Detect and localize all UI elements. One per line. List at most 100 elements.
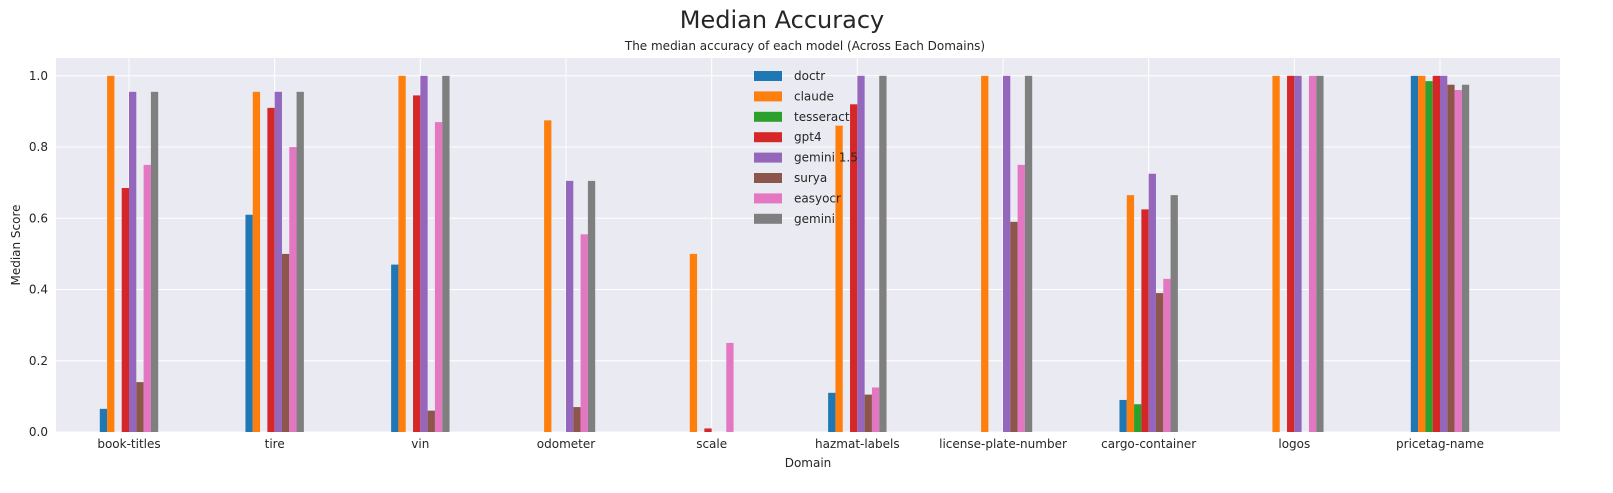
bar-gemini-hazmat-labels (879, 75, 887, 433)
bar-gemini-pricetag-name (1461, 84, 1470, 432)
bar-gemini-1.5-odometer (566, 180, 574, 432)
legend-label: claude (794, 89, 834, 103)
bar-gpt4-hazmat-labels (850, 104, 858, 433)
bar-easyocr-tire (289, 147, 297, 433)
bar-easyocr-hazmat-labels (871, 387, 880, 432)
y-tick-label: 0.4 (29, 283, 48, 297)
bar-claude-logos (1272, 75, 1280, 433)
bar-gpt4-pricetag-name (1432, 75, 1440, 433)
legend-swatch (754, 132, 782, 143)
bar-easyocr-odometer (580, 234, 588, 432)
legend-label: gemini 1.5 (794, 151, 858, 165)
bar-gemini-logos (1316, 75, 1324, 433)
legend-label: gpt4 (794, 130, 822, 144)
x-tick-label: scale (696, 437, 727, 451)
x-tick-label: license-plate-number (939, 437, 1067, 451)
x-tick-label: book-titles (97, 437, 160, 451)
bar-easyocr-scale (726, 342, 734, 432)
bar-easyocr-vin (434, 122, 443, 432)
bar-tesseract-cargo-container (1134, 404, 1142, 432)
legend-label: surya (794, 171, 827, 185)
bar-surya-cargo-container (1155, 293, 1164, 432)
bar-surya-vin (427, 410, 435, 432)
legend-swatch (754, 173, 782, 183)
bar-gemini-odometer (587, 180, 596, 432)
y-tick-label: 0.2 (29, 354, 48, 368)
x-axis-label: Domain (785, 456, 832, 470)
x-tick-label: vin (411, 437, 429, 451)
x-tick-label: hazmat-labels (815, 437, 900, 451)
bar-claude-cargo-container (1126, 195, 1135, 432)
bar-easyocr-book-titles (143, 164, 151, 432)
legend-swatch (754, 193, 782, 204)
x-tick-label: tire (265, 437, 285, 451)
y-tick-label: 0.6 (29, 211, 48, 225)
bar-claude-odometer (544, 120, 552, 432)
bar-gpt4-scale (704, 428, 712, 432)
bar-gemini-1.5-license-plate-number (1003, 75, 1011, 433)
bar-gemini-tire (296, 91, 304, 432)
bar-claude-hazmat-labels (835, 125, 843, 432)
bar-doctr-vin (391, 264, 399, 432)
bar-gpt4-logos (1287, 75, 1295, 433)
bar-easyocr-cargo-container (1163, 278, 1171, 432)
bar-gemini-license-plate-number (1024, 75, 1033, 433)
y-tick-labels: 0.0 0.2 0.4 0.6 0.8 1.0 (29, 69, 48, 439)
bar-gemini-1.5-hazmat-labels (857, 75, 865, 433)
bar-doctr-hazmat-labels (828, 392, 836, 432)
y-tick-label: 0.8 (29, 140, 48, 154)
y-tick-label: 0.0 (29, 425, 48, 439)
bar-gemini-book-titles (150, 91, 159, 432)
bar-doctr-book-titles (99, 408, 108, 432)
bar-easyocr-pricetag-name (1454, 90, 1462, 433)
bar-gemini-cargo-container (1170, 195, 1178, 432)
legend-label: doctr (794, 69, 825, 83)
bar-claude-tire (252, 91, 261, 432)
chart-subtitle: The median accuracy of each model (Acros… (624, 39, 985, 53)
bar-doctr-tire (245, 214, 253, 432)
x-tick-labels: book-titles tire vin odometer scale hazmat-la… (97, 437, 1484, 451)
bar-tesseract-pricetag-name (1425, 81, 1433, 433)
bar-claude-book-titles (107, 75, 115, 433)
legend-label: gemini (794, 212, 835, 226)
bars (99, 75, 1470, 433)
bar-surya-pricetag-name (1447, 84, 1455, 432)
bar-gemini-1.5-cargo-container (1148, 173, 1156, 432)
bar-gemini-1.5-tire (274, 91, 282, 432)
bar-gpt4-tire (267, 107, 275, 432)
bar-gpt4-vin (413, 95, 421, 433)
bar-doctr-pricetag-name (1410, 75, 1419, 433)
bar-gpt4-cargo-container (1141, 209, 1149, 432)
bar-surya-tire (281, 253, 290, 432)
bar-gemini-vin (442, 75, 450, 433)
y-tick-label: 1.0 (29, 69, 48, 83)
bar-surya-book-titles (136, 382, 144, 432)
legend: doctr claude tesseract gpt4 gemini 1.5 surya e… (754, 69, 858, 226)
bar-easyocr-license-plate-number (1017, 164, 1025, 432)
x-tick-label: odometer (537, 437, 595, 451)
x-tick-label: logos (1278, 437, 1310, 451)
bar-gemini-1.5-pricetag-name (1440, 75, 1448, 433)
legend-label: tesseract (794, 110, 850, 124)
bar-claude-pricetag-name (1418, 75, 1426, 433)
bar-gemini-1.5-logos (1294, 75, 1302, 433)
legend-swatch (754, 152, 782, 163)
bar-surya-odometer (573, 407, 581, 432)
bar-surya-license-plate-number (1010, 221, 1018, 432)
bar-claude-vin (398, 75, 406, 433)
bar-gpt4-book-titles (121, 188, 129, 432)
legend-swatch (754, 71, 782, 81)
x-tick-label: cargo-container (1101, 437, 1196, 451)
y-axis-label: Median Score (9, 204, 23, 285)
chart-title: Median Accuracy (680, 6, 885, 34)
bar-gemini-1.5-vin (420, 75, 428, 433)
bar-doctr-cargo-container (1119, 399, 1127, 432)
legend-swatch (754, 91, 782, 102)
bar-gemini-1.5-book-titles (129, 91, 137, 432)
bar-easyocr-logos (1308, 75, 1317, 433)
bar-claude-scale (689, 253, 698, 432)
legend-label: easyocr (794, 191, 841, 205)
bar-surya-hazmat-labels (864, 394, 872, 432)
legend-swatch (754, 111, 782, 122)
